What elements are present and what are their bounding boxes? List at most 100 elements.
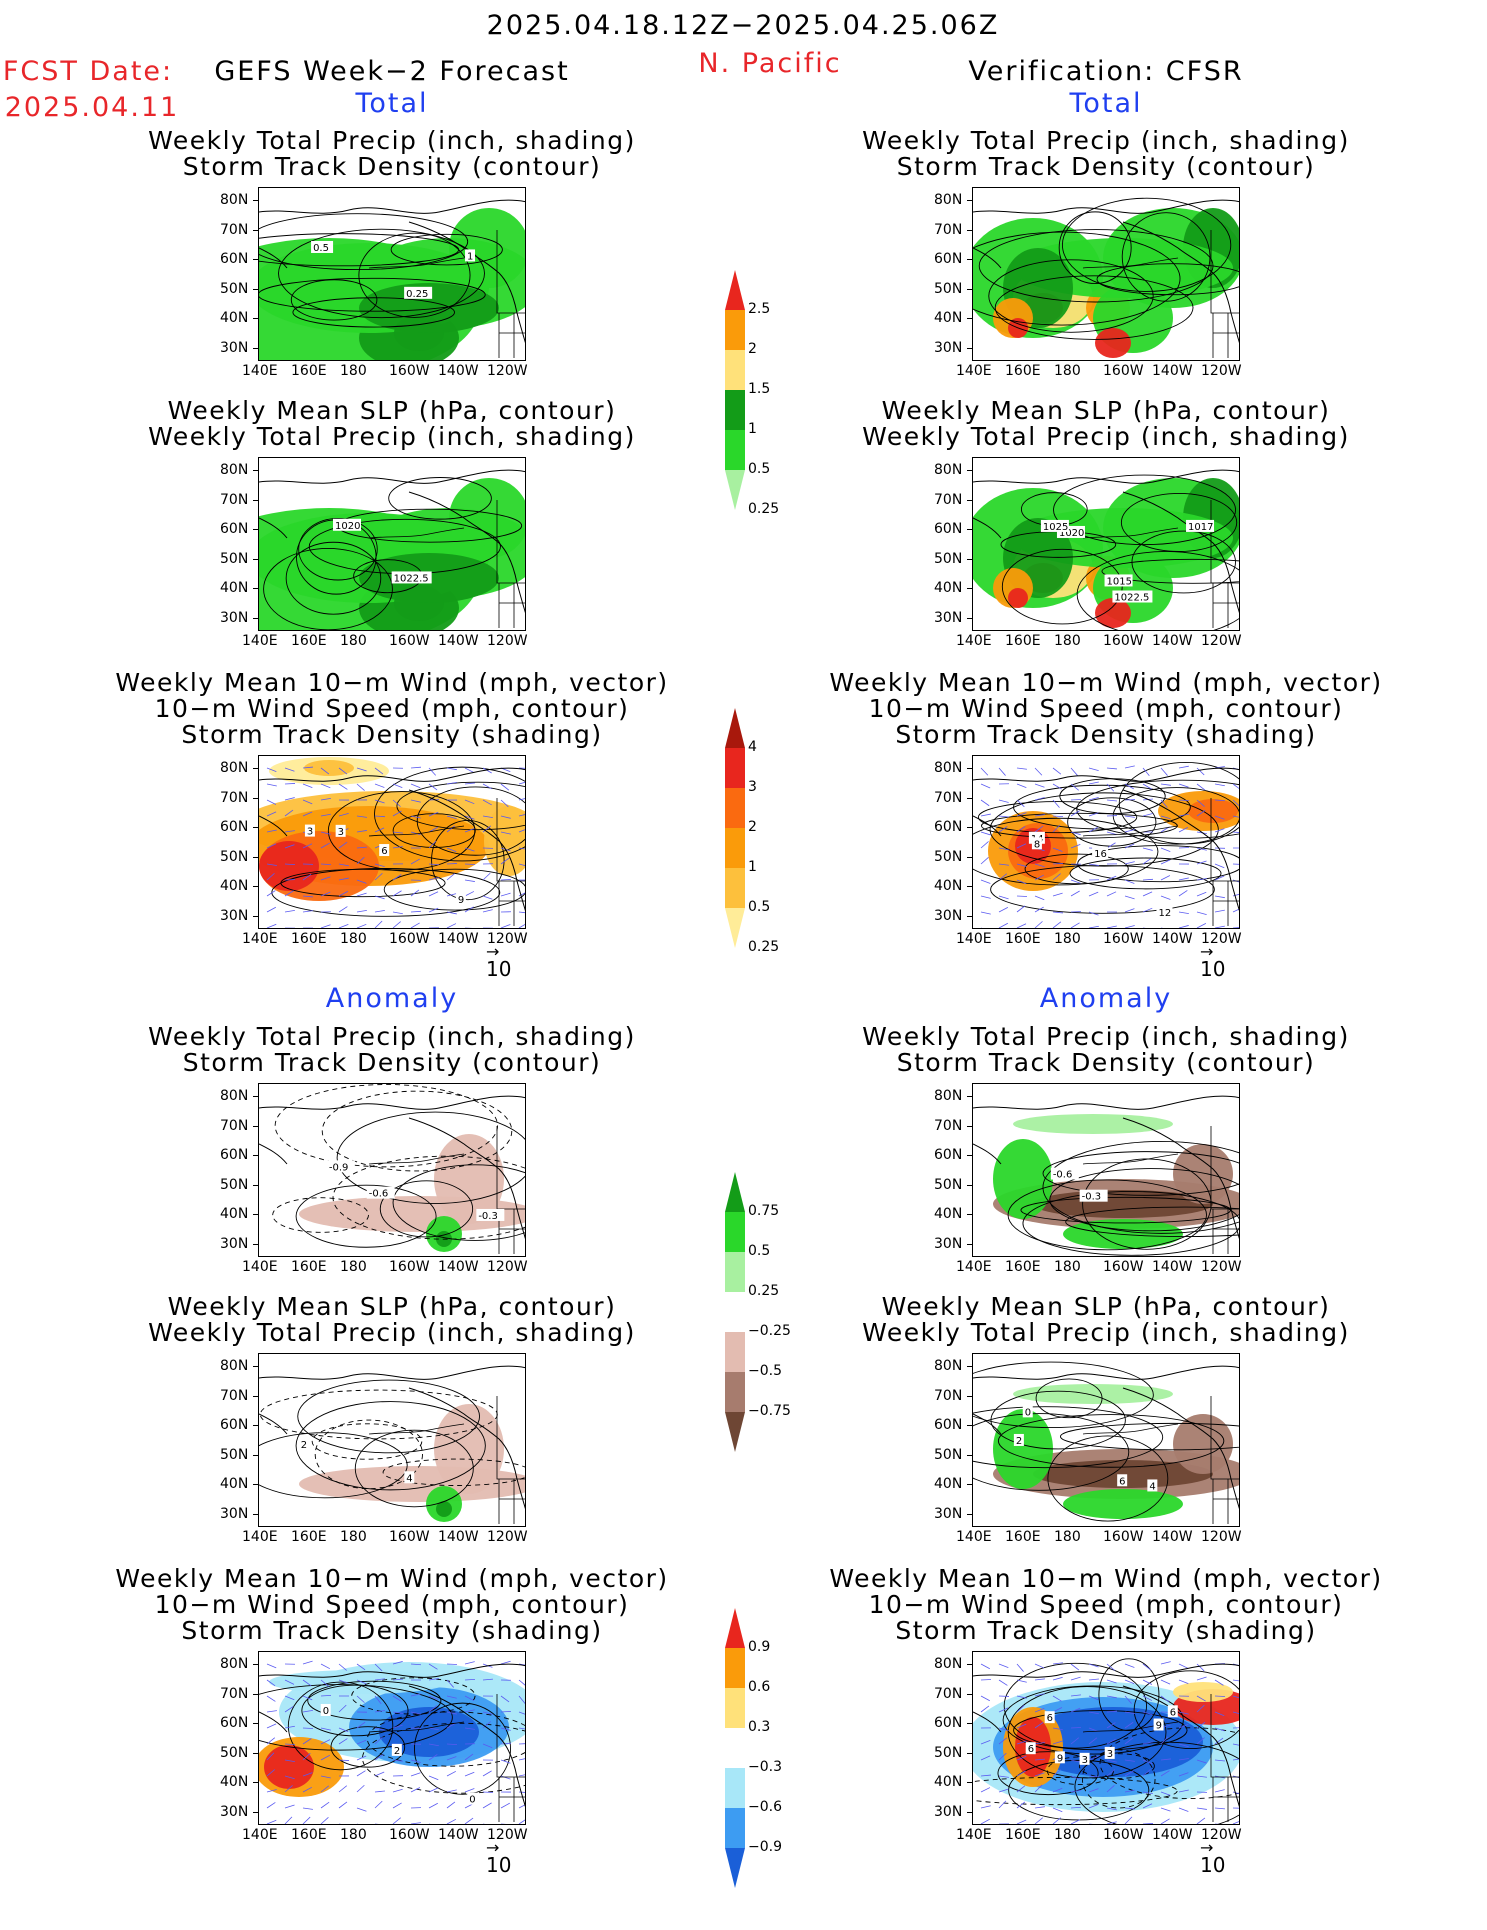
lat-tick-label: 30N [220, 908, 248, 924]
contour-label: 3 [307, 827, 313, 838]
lon-tick-label: 120W [1201, 1529, 1242, 1545]
colorbar-label: 2 [748, 341, 757, 357]
lat-tick [253, 916, 258, 917]
cfsr-total-wind-storm: 1416128 [972, 755, 1240, 929]
contour-label: 0 [323, 1706, 329, 1717]
lon-tick-label: 180 [340, 931, 367, 947]
contour-label: 9 [458, 895, 464, 906]
lon-tick-label: 140W [1152, 1529, 1193, 1545]
panel-title-line: Storm Track Density (shading) [895, 1618, 1316, 1644]
colorbar-label: 0.25 [748, 501, 779, 517]
lon-tick-label: 140E [956, 1529, 992, 1545]
cfsr-total-precip-storm [972, 187, 1240, 361]
lat-tick [253, 1694, 258, 1695]
lon-tick-label: 160W [1103, 931, 1144, 947]
lat-tick-label: 50N [220, 551, 248, 567]
contour-label: 9 [1156, 1721, 1162, 1732]
lat-tick [967, 827, 972, 828]
colorbar-precip_total [720, 270, 750, 552]
lat-tick [253, 230, 258, 231]
panel-title-line: Storm Track Density (contour) [183, 154, 602, 180]
lat-tick [253, 588, 258, 589]
lon-tick-label: 180 [1054, 1529, 1081, 1545]
contour-label: -0.3 [478, 1211, 498, 1222]
shading-region [394, 585, 444, 621]
region-title: N. Pacific [698, 48, 841, 79]
lat-tick-label: 60N [934, 819, 962, 835]
left-column-title: GEFS Week−2 Forecast [214, 56, 569, 87]
lat-tick-label: 80N [934, 1088, 962, 1104]
contour-label: 3 [1107, 1749, 1113, 1760]
lat-tick [253, 259, 258, 260]
lat-tick-label: 50N [220, 849, 248, 865]
lat-tick [967, 1214, 972, 1215]
colorbar-label: 2 [748, 819, 757, 835]
lon-tick-label: 160W [1103, 1827, 1144, 1843]
lat-tick-label: 30N [934, 1506, 962, 1522]
lon-tick-label: 180 [1054, 1259, 1081, 1275]
contour-label: 16 [1094, 849, 1107, 860]
lat-tick-label: 30N [220, 1804, 248, 1820]
lat-tick-label: 70N [934, 1388, 962, 1404]
shading-region [1188, 799, 1238, 823]
lat-tick [253, 470, 258, 471]
lon-tick-label: 120W [1201, 633, 1242, 649]
panel-title-line: Storm Track Density (contour) [183, 1050, 602, 1076]
lat-tick [967, 1782, 972, 1783]
lon-tick-label: 140W [438, 363, 479, 379]
panel-title-line: Weekly Total Precip (inch, shading) [148, 1024, 636, 1050]
lat-tick [253, 318, 258, 319]
lat-tick [253, 768, 258, 769]
lon-tick-label: 160E [291, 1259, 327, 1275]
lat-tick-label: 60N [934, 1417, 962, 1433]
lat-tick-label: 40N [220, 878, 248, 894]
contour-label: 1022.5 [394, 573, 429, 584]
shading-region [993, 1409, 1053, 1489]
lat-tick-label: 60N [934, 1715, 962, 1731]
panel-title-line: Weekly Mean 10−m Wind (mph, vector) [115, 670, 668, 696]
lat-tick [967, 588, 972, 589]
lat-tick [253, 559, 258, 560]
lat-tick [253, 1484, 258, 1485]
lon-tick-label: 160W [389, 633, 430, 649]
lat-tick [967, 1484, 972, 1485]
lat-tick [967, 559, 972, 560]
lon-tick-label: 140W [1152, 633, 1193, 649]
lat-tick [967, 1244, 972, 1245]
lat-tick-label: 40N [934, 310, 962, 326]
lat-tick [253, 529, 258, 530]
lat-tick-label: 80N [220, 192, 248, 208]
vector-reference: →10 [1200, 1843, 1225, 1877]
lon-tick-label: 140W [438, 633, 479, 649]
lon-tick-label: 140E [956, 363, 992, 379]
lon-tick-label: 140E [956, 1827, 992, 1843]
lon-tick-label: 120W [487, 1259, 528, 1275]
lat-tick-label: 80N [220, 1358, 248, 1374]
contour-label: -0.6 [369, 1189, 389, 1200]
contour-label: 3 [338, 827, 344, 838]
contour-label: 0.5 [313, 243, 329, 254]
lon-tick-label: 140W [438, 1259, 479, 1275]
lat-tick-label: 40N [220, 1206, 248, 1222]
lat-tick [967, 348, 972, 349]
colorbar-label: 0.5 [748, 461, 770, 477]
lat-tick-label: 40N [934, 1476, 962, 1492]
shading-region [1008, 588, 1028, 608]
contour-label: 0.25 [406, 289, 428, 300]
lon-tick-label: 140E [956, 633, 992, 649]
lat-tick-label: 30N [220, 340, 248, 356]
lon-tick-label: 180 [340, 633, 367, 649]
lat-tick-label: 40N [220, 1476, 248, 1492]
contour-label: 6 [1119, 1476, 1125, 1487]
lat-tick [967, 259, 972, 260]
panel-title-line: Weekly Mean SLP (hPa, contour) [882, 398, 1331, 424]
lon-tick-label: 160E [1005, 1259, 1041, 1275]
panel-title-line: Weekly Mean SLP (hPa, contour) [168, 1294, 617, 1320]
lat-tick [967, 798, 972, 799]
lat-tick-label: 40N [934, 1206, 962, 1222]
